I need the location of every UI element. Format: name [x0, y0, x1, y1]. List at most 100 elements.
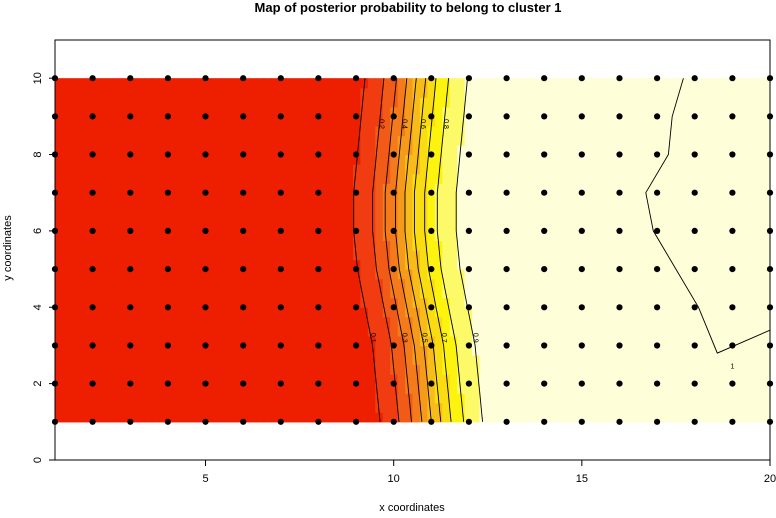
- sample-point: [353, 151, 360, 158]
- field-cell: [747, 288, 756, 299]
- field-cell: [524, 135, 533, 146]
- field-cell: [256, 192, 265, 203]
- field-cell: [732, 135, 741, 146]
- field-cell: [717, 106, 726, 117]
- field-cell: [360, 259, 369, 270]
- field-cell: [412, 259, 421, 270]
- field-cell: [256, 412, 265, 423]
- field-cell: [323, 326, 332, 337]
- field-cell: [501, 135, 510, 146]
- sample-point: [654, 227, 661, 234]
- sample-point: [240, 113, 247, 120]
- field-cell: [345, 116, 354, 127]
- field-cell: [695, 326, 704, 337]
- field-cell: [725, 106, 734, 117]
- field-cell: [330, 211, 339, 222]
- field-cell: [509, 288, 518, 299]
- field-cell: [300, 402, 309, 413]
- sample-point: [616, 304, 623, 311]
- field-cell: [606, 383, 615, 394]
- field-cell: [211, 364, 220, 375]
- field-cell: [702, 288, 712, 299]
- field-cell: [427, 211, 436, 222]
- field-cell: [330, 326, 339, 337]
- field-cell: [576, 164, 585, 175]
- field-cell: [352, 164, 361, 175]
- field-cell: [263, 183, 272, 194]
- field-cell: [196, 288, 205, 299]
- contour-line: [395, 78, 423, 422]
- field-cell: [196, 106, 205, 117]
- field-cell: [457, 154, 466, 165]
- field-cell: [591, 374, 600, 385]
- field-cell: [270, 355, 280, 366]
- field-cell: [591, 211, 600, 222]
- field-cell: [740, 383, 749, 394]
- field-cell: [330, 87, 339, 98]
- field-cell: [92, 192, 101, 203]
- field-cell: [397, 230, 406, 242]
- field-cell: [524, 364, 533, 375]
- field-cell: [680, 412, 689, 423]
- field-cell: [725, 240, 734, 251]
- field-cell: [561, 106, 570, 117]
- sample-point: [277, 227, 284, 234]
- field-cell: [702, 374, 712, 385]
- plot-frame: [54, 39, 771, 461]
- field-cell: [114, 326, 123, 337]
- field-cell: [479, 183, 488, 194]
- field-cell: [576, 316, 585, 327]
- field-cell: [84, 374, 93, 385]
- field-cell: [702, 221, 712, 232]
- field-cell: [613, 230, 622, 242]
- field-cell: [203, 125, 213, 137]
- field-cell: [77, 250, 86, 261]
- field-cell: [315, 78, 324, 89]
- field-cell: [69, 173, 78, 184]
- field-cell: [486, 221, 496, 232]
- field-cell: [665, 316, 674, 327]
- sample-point: [315, 380, 322, 387]
- field-cell: [688, 135, 697, 146]
- field-cell: [419, 211, 428, 222]
- field-cell: [717, 412, 726, 423]
- field-cell: [606, 374, 615, 385]
- sample-point: [353, 418, 360, 425]
- field-cell: [509, 183, 518, 194]
- x-tick-label: 15: [576, 473, 588, 485]
- field-cell: [628, 374, 637, 385]
- field-cell: [69, 345, 78, 356]
- field-cell: [665, 355, 674, 366]
- sample-point: [315, 266, 322, 273]
- field-cell: [233, 288, 242, 299]
- x-tick-label: 10: [388, 473, 400, 485]
- field-cell: [531, 164, 540, 175]
- field-cell: [554, 145, 563, 156]
- field-cell: [516, 278, 525, 289]
- field-cell: [114, 230, 123, 242]
- field-cell: [419, 97, 428, 108]
- field-cell: [643, 250, 652, 261]
- field-cell: [650, 402, 659, 413]
- field-cell: [449, 374, 458, 385]
- field-cell: [561, 335, 570, 347]
- field-cell: [546, 173, 555, 184]
- field-cell: [472, 78, 481, 89]
- field-cell: [598, 183, 607, 194]
- field-cell: [546, 335, 555, 347]
- field-cell: [122, 192, 131, 203]
- field-cell: [762, 154, 771, 165]
- field-cell: [233, 183, 242, 194]
- field-cell: [539, 288, 548, 299]
- field-cell: [92, 297, 101, 308]
- field-cell: [323, 192, 332, 203]
- field-cell: [360, 250, 369, 261]
- sample-point: [691, 418, 698, 425]
- field-cell: [159, 78, 168, 89]
- field-cell: [144, 355, 153, 366]
- field-cell: [710, 335, 719, 347]
- field-cell: [442, 211, 451, 222]
- field-cell: [360, 364, 369, 375]
- field-cell: [144, 211, 153, 222]
- field-cell: [338, 240, 347, 251]
